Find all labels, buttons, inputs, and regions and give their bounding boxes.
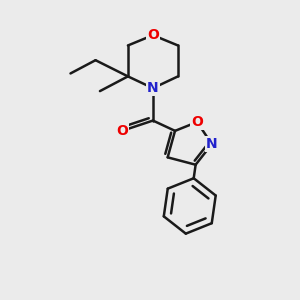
Text: O: O [147, 28, 159, 42]
Text: N: N [147, 81, 159, 95]
Text: O: O [116, 124, 128, 138]
Text: N: N [206, 137, 218, 151]
Text: O: O [191, 115, 203, 129]
